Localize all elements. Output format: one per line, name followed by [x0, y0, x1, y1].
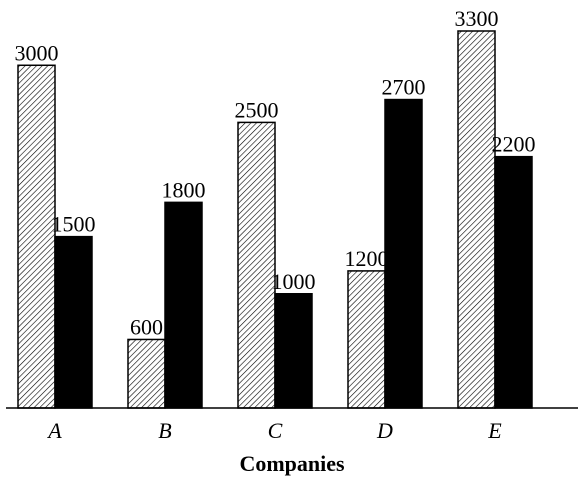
value-label-e-series-1: 3300: [455, 6, 499, 31]
value-label-d-series-1: 1200: [345, 246, 389, 271]
bar-c-series-1: [237, 121, 276, 409]
bar-e-series-2: [494, 155, 533, 409]
value-label-d-series-2: 2700: [382, 75, 426, 100]
bar-c-series-2: [274, 293, 313, 409]
bar-a-series-2: [54, 235, 93, 409]
value-label-b-series-1: 600: [130, 314, 163, 339]
bar-e-series-1: [457, 30, 496, 409]
value-label-b-series-2: 1800: [162, 177, 206, 202]
bar-d-series-1: [347, 270, 386, 409]
x-tick-label-a: A: [46, 418, 62, 443]
value-label-e-series-2: 2200: [492, 132, 536, 157]
bars-layer: [17, 30, 533, 409]
bar-d-series-2: [384, 98, 423, 409]
labels-layer: 3000 1500 600 1800 2500 1000 1200 2700 3300 2200: [15, 6, 536, 339]
x-tick-label-b: B: [158, 418, 171, 443]
value-label-c-series-2: 1000: [272, 269, 316, 294]
x-tick-label-c: C: [268, 418, 283, 443]
bar-a-series-1: [17, 64, 56, 409]
bar-b-series-2: [164, 201, 203, 409]
x-tick-label-d: D: [376, 418, 393, 443]
value-label-a-series-2: 1500: [52, 212, 96, 237]
value-label-c-series-1: 2500: [235, 97, 279, 122]
x-tick-label-e: E: [487, 418, 502, 443]
x-axis-title: Companies: [239, 451, 345, 476]
value-label-a-series-1: 3000: [15, 40, 59, 65]
bar-b-series-1: [127, 338, 166, 409]
x-tick-labels: A B C D E: [46, 418, 502, 443]
